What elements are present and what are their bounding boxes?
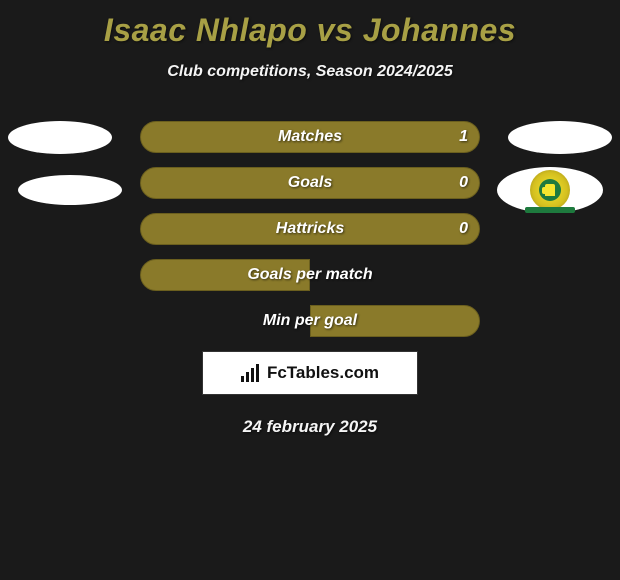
player-1-badge-1 <box>8 121 112 154</box>
stat-row-goals-per-match: Goals per match <box>140 259 480 291</box>
stat-label: Matches <box>278 128 342 146</box>
page-title: Isaac Nhlapo vs Johannes <box>0 0 620 49</box>
source-name: FcTables.com <box>267 363 379 383</box>
comparison-stats-area: Matches 1 Goals 0 Hattricks 0 Goals per … <box>0 121 620 437</box>
player-1-badge-2 <box>18 175 122 205</box>
sundowns-logo-icon <box>530 170 570 210</box>
stat-label: Hattricks <box>276 220 344 238</box>
stat-value: 0 <box>459 220 468 238</box>
page-subtitle: Club competitions, Season 2024/2025 <box>0 63 620 81</box>
stat-rows: Matches 1 Goals 0 Hattricks 0 Goals per … <box>140 121 480 337</box>
stat-label: Goals <box>288 174 332 192</box>
stat-label: Goals per match <box>247 266 372 284</box>
stat-row-hattricks: Hattricks 0 <box>140 213 480 245</box>
bar-chart-icon <box>241 364 263 382</box>
stat-row-min-per-goal: Min per goal <box>140 305 480 337</box>
player-2-badge-1 <box>508 121 612 154</box>
stat-row-matches: Matches 1 <box>140 121 480 153</box>
snapshot-date: 24 february 2025 <box>0 417 620 437</box>
stat-row-goals: Goals 0 <box>140 167 480 199</box>
source-attribution: FcTables.com <box>202 351 418 395</box>
stat-value: 0 <box>459 174 468 192</box>
player-2-badge-2 <box>497 167 603 213</box>
stat-label: Min per goal <box>263 312 357 330</box>
stat-value: 1 <box>459 128 468 146</box>
